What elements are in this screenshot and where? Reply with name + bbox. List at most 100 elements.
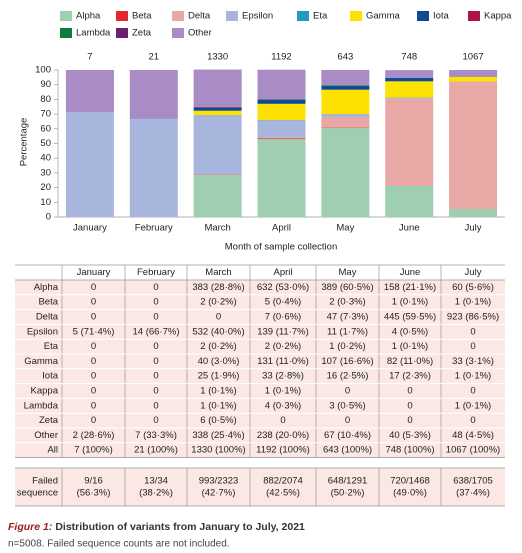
table-header: March xyxy=(205,267,231,278)
table-cell: 82 (11·0%) xyxy=(387,356,433,367)
table-cell: 3 (0·5%) xyxy=(329,400,365,411)
table-cell: 748 (100%) xyxy=(385,445,434,456)
table-cell: 13/34 xyxy=(144,476,168,487)
caption: Figure 1: Distribution of variants from J… xyxy=(8,521,305,533)
y-tick-label: 40 xyxy=(40,153,51,164)
table-cell: 67 (10·4%) xyxy=(324,430,371,441)
x-tick-label: February xyxy=(135,223,173,234)
table-header: July xyxy=(465,267,482,278)
bar-segment xyxy=(257,137,306,139)
bar-segment xyxy=(65,70,114,113)
row-label: All xyxy=(47,445,58,456)
table-cell: 445 (59·5%) xyxy=(384,312,436,323)
bar-segment xyxy=(193,69,242,107)
x-tick-label: January xyxy=(73,223,107,234)
bar-segment xyxy=(257,99,306,104)
table-cell: 11 (1·7%) xyxy=(327,326,368,337)
bar-segment xyxy=(385,185,434,217)
table-cell: 0 xyxy=(470,341,475,352)
table-cell: 0 xyxy=(216,312,221,323)
table-cell: 9/16 xyxy=(84,476,103,487)
table-cell: (49·0%) xyxy=(393,488,427,499)
bar-count: 643 xyxy=(337,52,353,63)
table-cell: 648/1291 xyxy=(328,476,368,487)
bar-segment xyxy=(449,81,498,209)
table-cell: (37·4%) xyxy=(456,488,490,499)
table-cell: 25 (1·9%) xyxy=(198,371,240,382)
table-header: June xyxy=(400,267,421,278)
table-header: February xyxy=(137,267,175,278)
table-cell: 4 (0·3%) xyxy=(265,400,301,411)
legend-swatch xyxy=(116,28,128,38)
x-tick-label: July xyxy=(465,223,482,234)
table-cell: 383 (28·8%) xyxy=(192,282,244,293)
bar-segment xyxy=(65,112,114,217)
table-cell: 7 (100%) xyxy=(74,445,113,456)
table-cell: 131 (11·0%) xyxy=(257,356,309,367)
bar-count: 7 xyxy=(87,52,92,63)
table-cell: 17 (2·3%) xyxy=(389,371,431,382)
legend-label: Gamma xyxy=(366,11,401,22)
table-cell: 5 (71·4%) xyxy=(73,326,115,337)
bar-segment xyxy=(321,114,370,117)
bar-segment xyxy=(193,106,242,108)
bar-segment xyxy=(129,118,178,217)
table-cell: 1 (0·1%) xyxy=(455,297,491,308)
y-tick-label: 90 xyxy=(40,79,51,90)
row-label: Alpha xyxy=(34,282,59,293)
table-cell: 2 (28·6%) xyxy=(73,430,115,441)
x-tick-label: April xyxy=(272,223,291,234)
caption-note: n=5008. Failed sequence counts are not i… xyxy=(8,539,230,550)
bar-segment xyxy=(193,174,242,217)
table-cell: (38·2%) xyxy=(139,488,173,499)
legend-swatch xyxy=(60,11,72,21)
bar-segment xyxy=(193,110,242,116)
table-cell: 0 xyxy=(470,415,475,426)
table-cell: 389 (60·5%) xyxy=(321,282,373,293)
bar-count: 1067 xyxy=(463,52,484,63)
table-failed xyxy=(15,468,505,506)
table-cell: 40 (3·0%) xyxy=(198,356,240,367)
table-cell: 0 xyxy=(407,400,412,411)
table-cell: 1 (0·1%) xyxy=(455,371,491,382)
legend-label: Zeta xyxy=(132,28,152,39)
table-cell: 0 xyxy=(91,312,96,323)
bar-segment xyxy=(449,70,498,77)
bar-segment xyxy=(321,89,370,115)
table-cell: 532 (40·0%) xyxy=(192,326,244,337)
legend-label: Beta xyxy=(132,11,152,22)
row-label: Iota xyxy=(42,371,59,382)
table-cell: 4 (0·5%) xyxy=(392,326,428,337)
table-cell: 107 (16·6%) xyxy=(321,356,373,367)
bar-segment xyxy=(257,69,306,100)
legend-swatch xyxy=(468,11,480,21)
table-cell: 7 (33·3%) xyxy=(135,430,177,441)
table-cell: 0 xyxy=(91,282,96,293)
table-cell: 0 xyxy=(153,415,158,426)
legend-swatch xyxy=(116,11,128,21)
bar-count: 1192 xyxy=(271,52,291,63)
bar-segment xyxy=(321,85,370,87)
table-cell: 338 (25·4%) xyxy=(192,430,244,441)
bar-segment xyxy=(193,107,242,111)
bar-segment xyxy=(385,98,434,186)
table-cell: 0 xyxy=(280,415,285,426)
y-tick-label: 0 xyxy=(46,212,51,223)
table-cell: 2 (0·3%) xyxy=(329,297,365,308)
legend-swatch xyxy=(297,11,309,21)
table-cell: 60 (5·6%) xyxy=(452,282,494,293)
legend-swatch xyxy=(172,11,184,21)
table-cell: (56·3%) xyxy=(77,488,111,499)
table-cell: 0 xyxy=(91,400,96,411)
legend-label: Lambda xyxy=(76,28,111,39)
table-cell: 2 (0·2%) xyxy=(265,341,301,352)
row-label: Eta xyxy=(44,341,59,352)
table-cell: 882/2074 xyxy=(263,476,303,487)
table-cell: 1 (0·1%) xyxy=(200,400,236,411)
table-cell: 158 (21·1%) xyxy=(384,282,436,293)
row-label: Zeta xyxy=(39,415,59,426)
table-cell: (42·5%) xyxy=(266,488,300,499)
table-header: April xyxy=(273,267,292,278)
row-label: Delta xyxy=(36,312,59,323)
table-cell: 632 (53·0%) xyxy=(257,282,309,293)
